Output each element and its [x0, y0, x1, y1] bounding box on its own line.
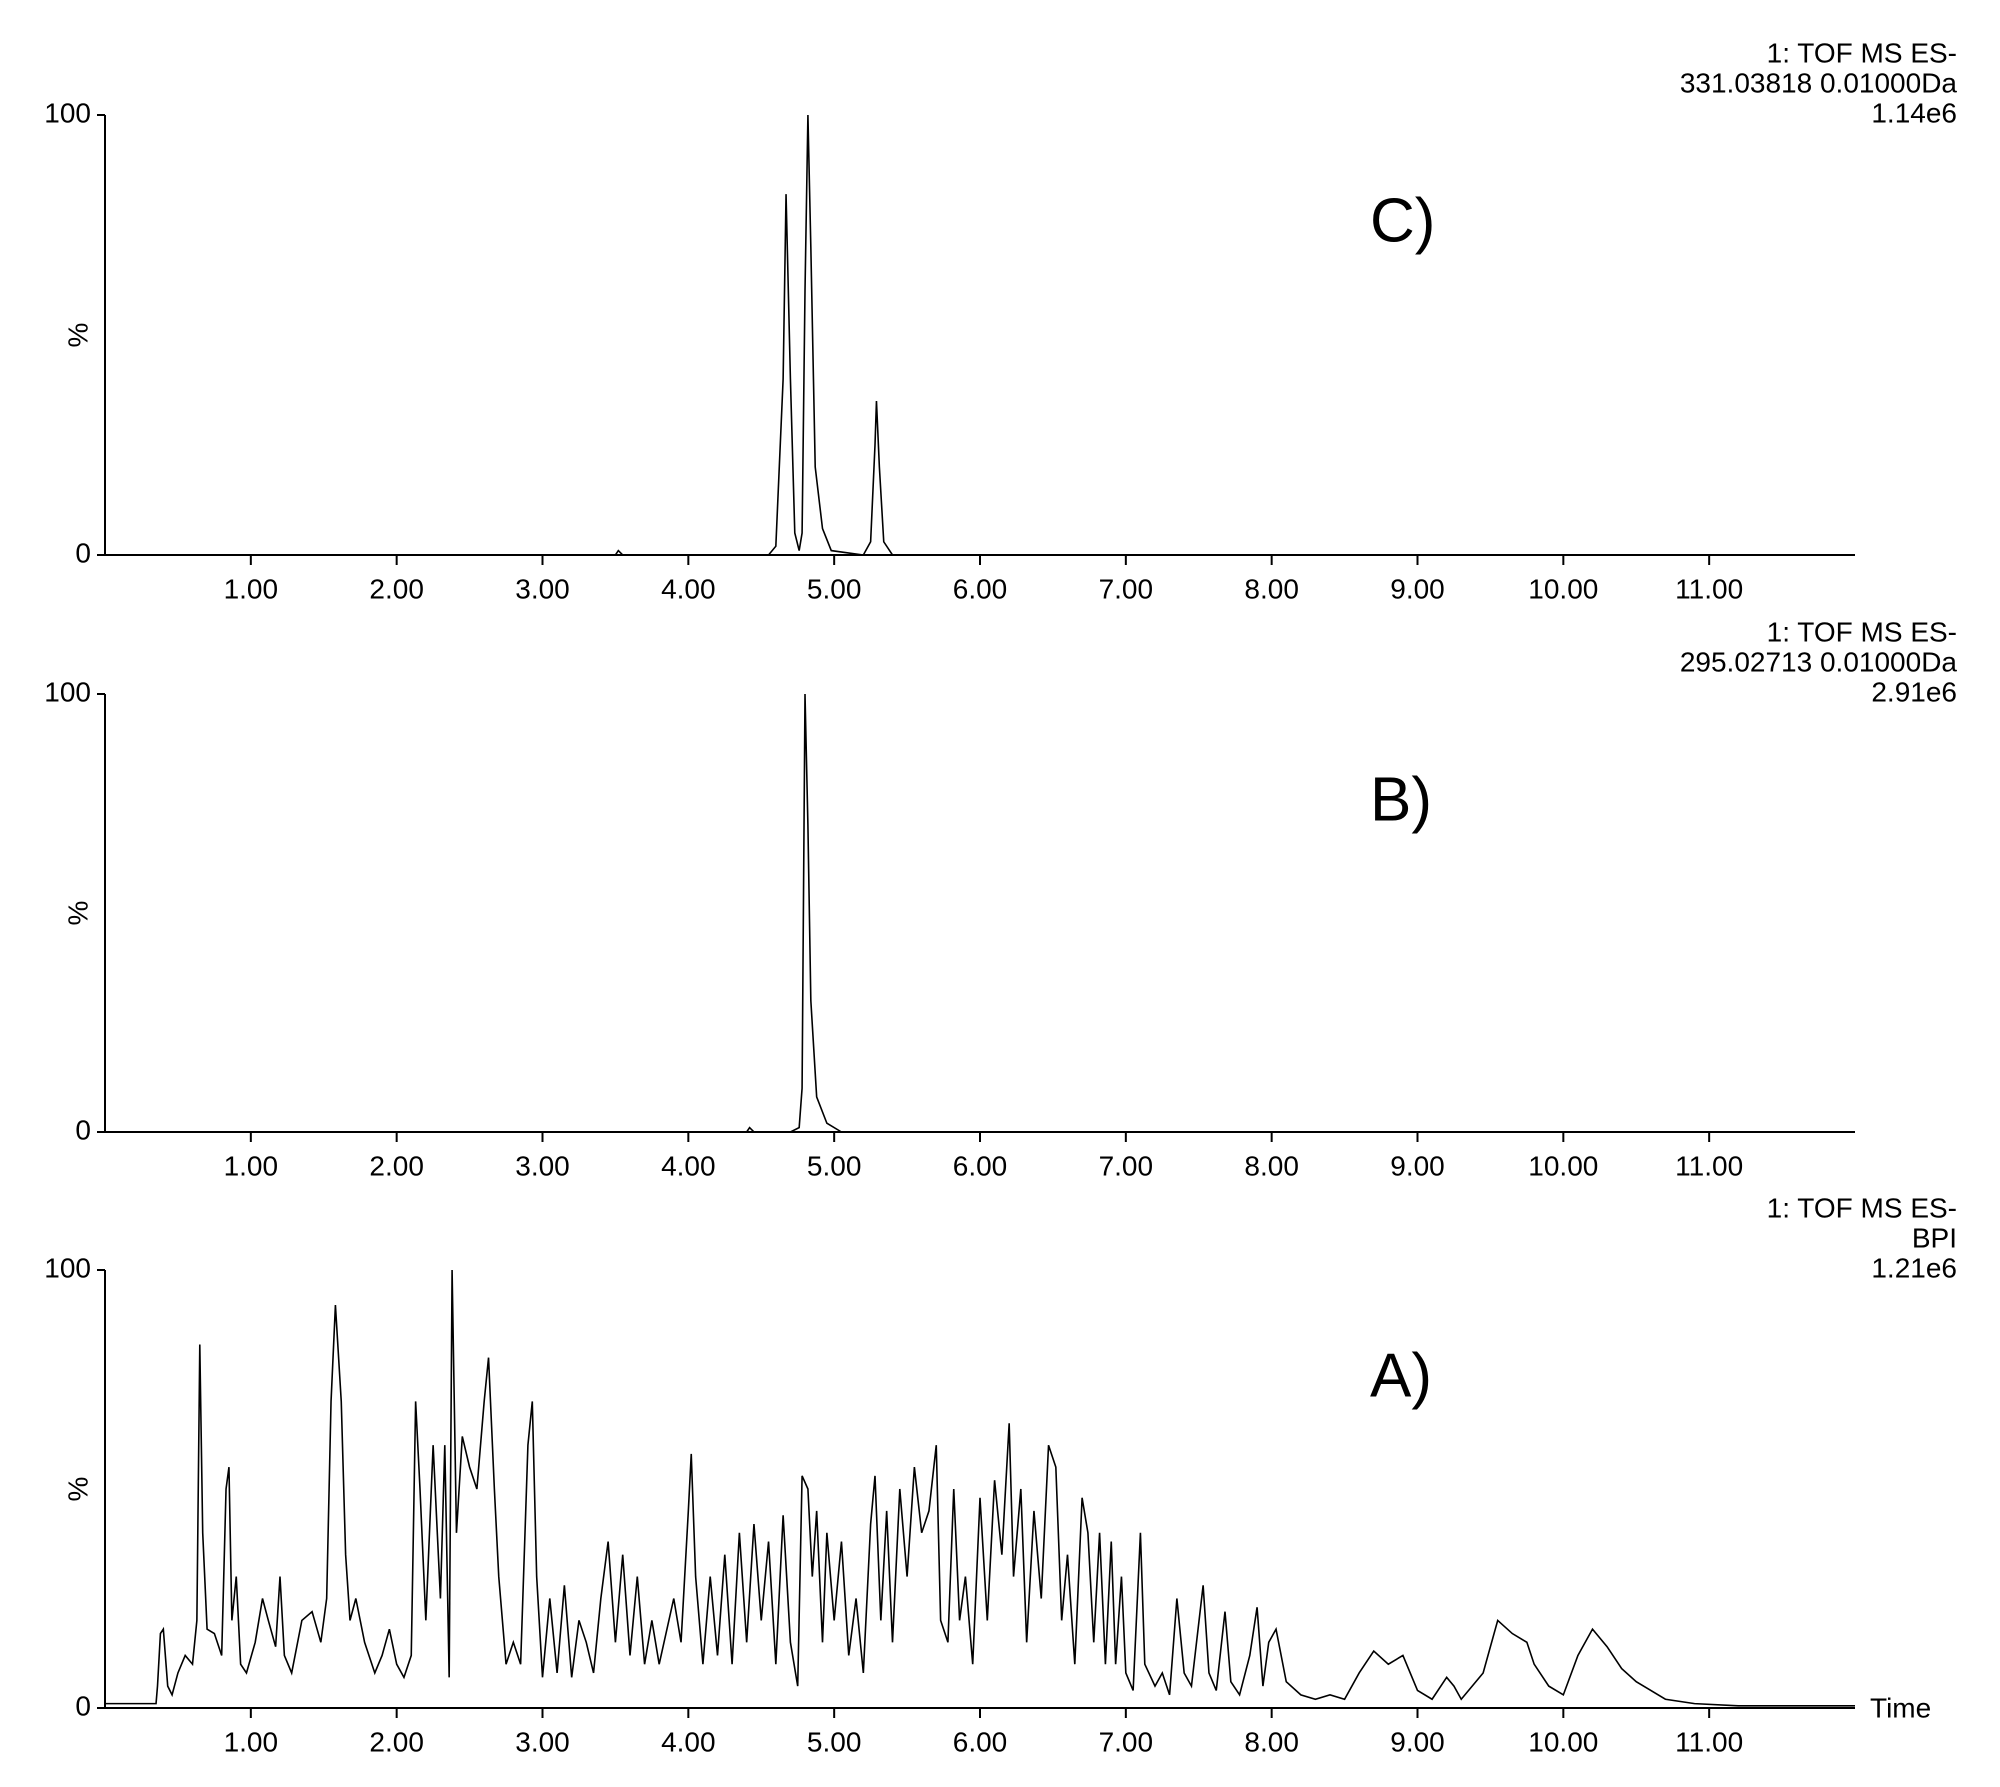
y-tick-label: 100	[44, 676, 91, 707]
x-tick-label: 2.00	[369, 573, 424, 604]
header-line: BPI	[1912, 1222, 1957, 1253]
x-tick-label: 9.00	[1390, 1726, 1445, 1757]
x-tick-label: 11.00	[1675, 1150, 1743, 1181]
x-tick-label: 4.00	[661, 573, 716, 604]
x-tick-label: 7.00	[1099, 1150, 1154, 1181]
header-line: 331.03818 0.01000Da	[1680, 67, 1958, 98]
y-tick-label: 0	[75, 1690, 91, 1721]
x-tick-label: 4.00	[661, 1150, 716, 1181]
trace	[105, 1269, 1855, 1707]
x-tick-label: 6.00	[953, 1150, 1008, 1181]
x-tick-label: 6.00	[953, 573, 1008, 604]
x-tick-label: 7.00	[1099, 1726, 1154, 1757]
panel-label: B)	[1370, 765, 1432, 834]
y-tick-label: 100	[44, 97, 91, 128]
x-tick-label: 3.00	[515, 573, 570, 604]
x-tick-label: 6.00	[953, 1726, 1008, 1757]
x-tick-label: 1.00	[224, 1150, 279, 1181]
x-tick-label: 1.00	[224, 573, 279, 604]
x-tick-label: 10.00	[1528, 1150, 1598, 1181]
x-tick-label: 1.00	[224, 1726, 279, 1757]
y-axis-label: %	[62, 1477, 93, 1502]
x-tick-label: 11.00	[1675, 1726, 1743, 1757]
trace	[105, 693, 1855, 1133]
x-tick-label: 8.00	[1244, 573, 1299, 604]
x-tick-label: 8.00	[1244, 1726, 1299, 1757]
header-line: 1.14e6	[1871, 97, 1957, 128]
header-line: 1: TOF MS ES-	[1767, 1192, 1957, 1223]
header-line: 295.02713 0.01000Da	[1680, 646, 1958, 677]
y-tick-label: 0	[75, 1114, 91, 1145]
y-axis-label: %	[62, 323, 93, 348]
panel-label: C)	[1370, 186, 1435, 255]
y-tick-label: 100	[44, 1252, 91, 1283]
y-axis-label: %	[62, 901, 93, 926]
x-tick-label: 5.00	[807, 1150, 862, 1181]
x-tick-label: 5.00	[807, 1726, 862, 1757]
x-tick-label: 9.00	[1390, 1150, 1445, 1181]
y-tick-label: 0	[75, 537, 91, 568]
header-line: 2.91e6	[1871, 676, 1957, 707]
x-tick-label: 2.00	[369, 1726, 424, 1757]
header-line: 1: TOF MS ES-	[1767, 616, 1957, 647]
x-tick-label: 4.00	[661, 1726, 716, 1757]
x-tick-label: 10.00	[1528, 1726, 1598, 1757]
x-tick-label: 11.00	[1675, 573, 1743, 604]
header-line: 1: TOF MS ES-	[1767, 37, 1957, 68]
x-tick-label: 2.00	[369, 1150, 424, 1181]
x-tick-label: 9.00	[1390, 573, 1445, 604]
trace	[105, 114, 1855, 556]
header-line: 1.21e6	[1871, 1252, 1957, 1283]
x-tick-label: 7.00	[1099, 573, 1154, 604]
x-tick-label: 8.00	[1244, 1150, 1299, 1181]
x-tick-label: 5.00	[807, 573, 862, 604]
x-tick-label: 10.00	[1528, 573, 1598, 604]
x-tick-label: 3.00	[515, 1150, 570, 1181]
x-tick-label: 3.00	[515, 1726, 570, 1757]
x-axis-label: Time	[1870, 1692, 1931, 1723]
panel-label: A)	[1370, 1341, 1432, 1410]
